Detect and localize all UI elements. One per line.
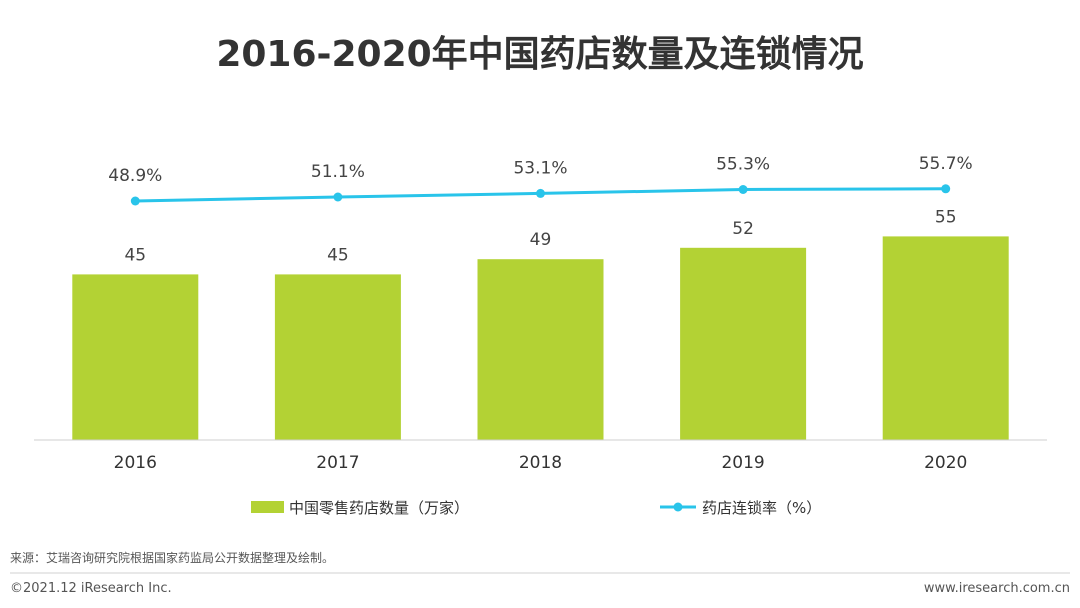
line-label-2018: 53.1% bbox=[513, 158, 567, 178]
line-label-2019: 55.3% bbox=[716, 155, 770, 175]
x-tick-2018: 2018 bbox=[519, 453, 562, 473]
line-point-2019 bbox=[738, 185, 748, 194]
line-point-2017 bbox=[333, 192, 343, 202]
copyright: ©2021.12 iResearch Inc. bbox=[10, 581, 172, 596]
x-tick-2020: 2020 bbox=[924, 453, 967, 473]
legend-swatch-marker bbox=[673, 502, 683, 512]
legend: 中国零售药店数量（万家） 药店连锁率（%） bbox=[251, 499, 821, 517]
bar-2019 bbox=[680, 247, 807, 440]
legend-label-line: 药店连锁率（%） bbox=[702, 499, 821, 517]
line-point-2018 bbox=[536, 188, 545, 198]
bar-label-2018: 49 bbox=[530, 230, 552, 250]
line-value-labels: 48.9% 51.1% 53.1% 55.3% 55.7% bbox=[108, 154, 972, 186]
bar-2018 bbox=[477, 259, 604, 440]
bar-label-2016: 45 bbox=[124, 245, 146, 265]
bar-label-2019: 52 bbox=[732, 219, 754, 239]
line-series bbox=[130, 184, 951, 206]
bar-label-2017: 45 bbox=[327, 245, 349, 265]
bar-label-2020: 55 bbox=[935, 207, 957, 227]
bar-2016 bbox=[72, 274, 199, 440]
line-label-2016: 48.9% bbox=[108, 166, 162, 186]
x-tick-2019: 2019 bbox=[721, 453, 764, 473]
legend-swatch-bar bbox=[251, 501, 284, 513]
line-label-2017: 51.1% bbox=[311, 162, 365, 182]
website: www.iresearch.com.cn bbox=[924, 581, 1070, 596]
line-point-2020 bbox=[941, 184, 951, 194]
bar-value-labels: 45 45 49 52 55 bbox=[124, 207, 956, 265]
chart-title: 2016-2020年中国药店数量及连锁情况 bbox=[216, 34, 863, 75]
bar-series bbox=[72, 236, 1009, 440]
x-tick-2017: 2017 bbox=[316, 453, 359, 473]
line-point-2016 bbox=[130, 196, 140, 206]
x-tick-2016: 2016 bbox=[114, 453, 157, 473]
legend-label-bar: 中国零售药店数量（万家） bbox=[289, 499, 469, 517]
x-axis-tick-labels: 2016 2017 2018 2019 2020 bbox=[114, 453, 968, 473]
bar-2017 bbox=[274, 274, 401, 440]
source-note: 来源：艾瑞咨询研究院根据国家药监局公开数据整理及绘制。 bbox=[10, 550, 334, 565]
bar-2020 bbox=[882, 236, 1009, 440]
line-label-2020: 55.7% bbox=[919, 154, 973, 174]
